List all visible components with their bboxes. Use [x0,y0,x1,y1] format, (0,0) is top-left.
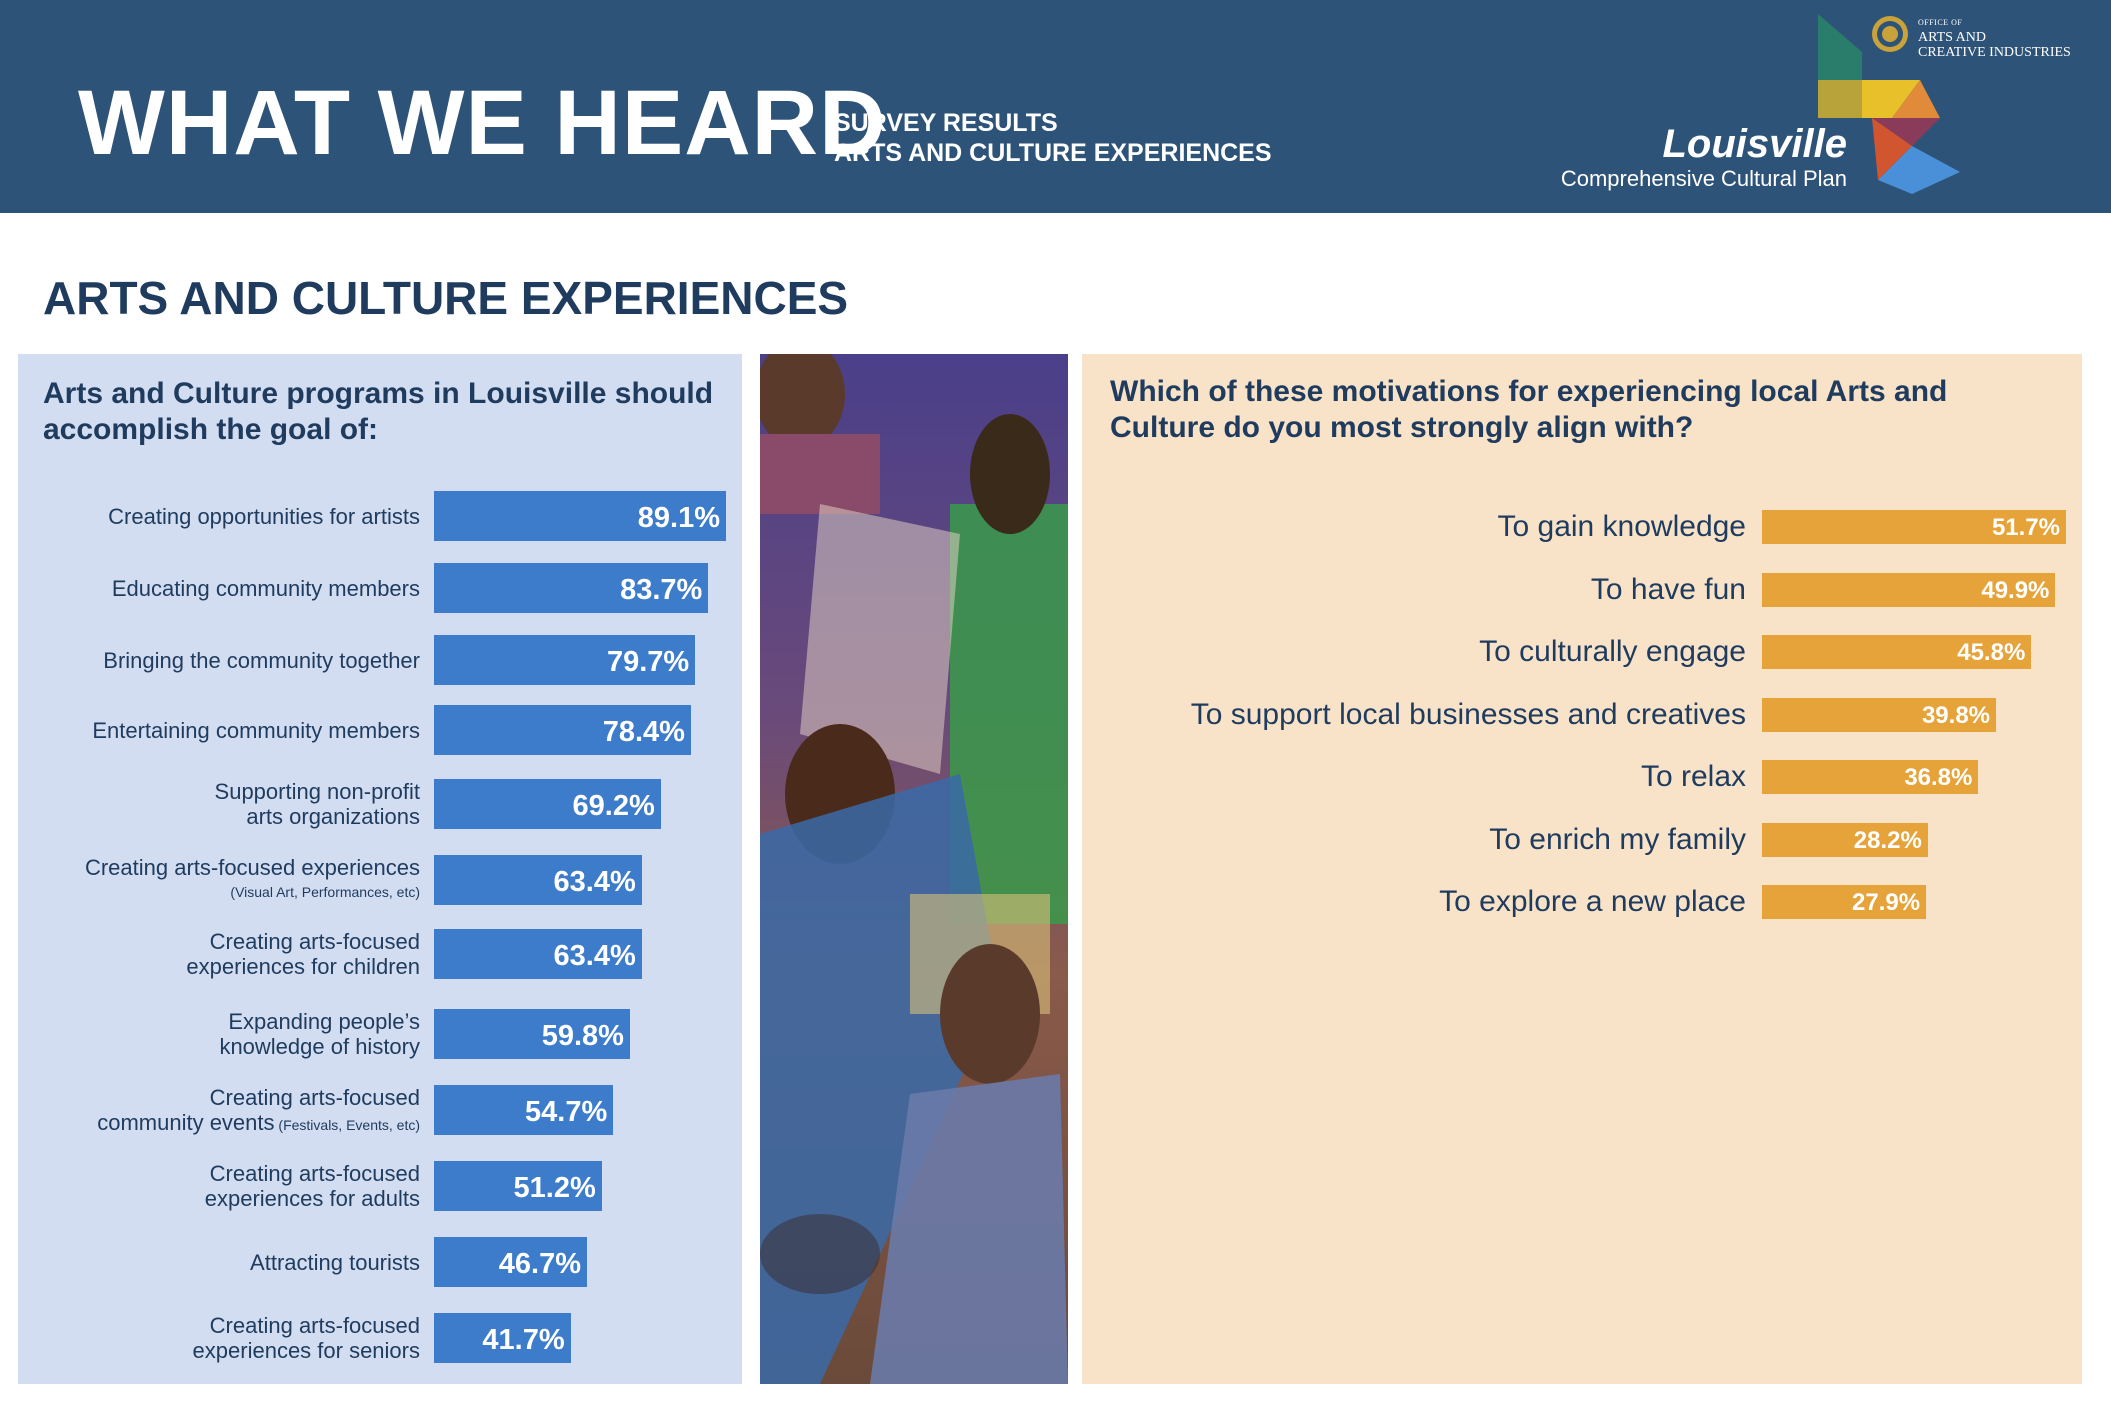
office-line-1: OFFICE OF [1918,18,1963,27]
subtitle-line-1: SURVEY RESULTS [834,109,1058,137]
goals-bar: 83.7% [434,563,709,613]
office-line-2: ARTS AND [1918,30,1987,45]
goals-row-label: Creating arts-focused experiences for sen… [192,1313,420,1363]
goals-bar-value: 51.2% [513,1172,596,1204]
office-name: OFFICE OF ARTS AND CREATIVE INDUSTRIES [1918,15,2071,60]
motivations-chart-title: Which of these motivations for experienc… [1110,375,1948,444]
goals-row-label: Creating arts-focused experiences (Visual… [84,855,420,900]
goals-bar-value: 78.4% [602,716,685,748]
motivations-row-label: To explore a new place [1439,885,1746,918]
office-line-3: CREATIVE INDUSTRIES [1918,45,2071,60]
goals-bar-value: 54.7% [525,1096,608,1128]
page-title: WHAT WE HEARD [78,72,887,174]
goals-bar: 89.1% [434,491,726,541]
goals-bar: 51.2% [434,1161,602,1211]
motivations-bar: 28.2% [1762,822,1928,857]
header-banner: WHAT WE HEARD SURVEY RESULTS ARTS AND CU… [0,0,2111,213]
goals-bar-value: 59.8% [541,1020,624,1052]
motivations-bar: 39.8% [1762,697,1997,732]
goals-bar-value: 63.4% [553,940,636,972]
goals-row-label: Attracting tourists [250,1249,420,1275]
goals-bar: 54.7% [434,1085,614,1135]
goals-row-label: Bringing the community together [103,647,420,673]
goals-bar: 59.8% [434,1009,630,1059]
goals-row-label: Creating arts-focused community events (F… [97,1085,420,1135]
motivations-bar-value: 45.8% [1957,639,2026,666]
goals-bar: 63.4% [434,855,642,905]
goals-row-label: Educating community members [111,575,420,601]
performers-illustration [760,354,1068,1384]
motivations-bar-value: 36.8% [1904,764,1973,791]
motivations-bar-value: 49.9% [1981,576,2050,604]
motivations-row-label: To enrich my family [1489,822,1746,856]
goals-row-label: Supporting non-profit arts organizations [214,779,420,829]
motivations-row-label: To relax [1640,760,1746,793]
goals-row-label: Expanding people’s knowledge of history [219,1009,420,1059]
brand-name: Louisville [1662,122,1848,166]
goals-bar-value: 69.2% [572,790,655,822]
goals-bar-value: 46.7% [498,1248,582,1280]
goals-bar: 63.4% [434,929,642,979]
motivations-bar-value: 28.2% [1853,826,1922,854]
motivations-bar-value: 27.9% [1851,889,1921,916]
motivations-bar: 27.9% [1762,885,1927,919]
subtitle-line-2: ARTS AND CULTURE EXPERIENCES [834,139,1272,167]
goals-row-label: Creating opportunities for artists [108,503,420,529]
cultural-plan-logo-icon [1818,14,1960,194]
motivations-row-label: To culturally engage [1479,635,1746,668]
motivations-bar-value: 51.7% [1991,514,2060,541]
goals-bar: 41.7% [434,1313,571,1363]
motivations-row-label: To support local businesses and creative… [1190,697,1746,731]
page-subtitle: SURVEY RESULTS ARTS AND CULTURE EXPERIEN… [834,108,1272,168]
performers-photo [760,354,1068,1384]
goals-row-label: Creating arts-focused experiences for chi… [186,929,420,979]
motivations-bar: 45.8% [1762,635,2032,669]
goals-chart-title: Arts and Culture programs in Louisville … [43,377,714,446]
goals-row-label: Entertaining community members [92,717,420,743]
brand-subtitle: Comprehensive Cultural Plan [1560,166,1847,191]
goals-bar-value: 83.7% [620,574,703,606]
goals-bar-value: 41.7% [482,1324,565,1356]
section-title: ARTS AND CULTURE EXPERIENCES [43,272,849,324]
goals-bar: 69.2% [434,779,661,829]
motivations-row-label: To gain knowledge [1497,510,1746,543]
goals-bar: 79.7% [434,635,696,685]
city-seal-icon [1872,16,1908,52]
motivations-bar: 49.9% [1762,572,2056,607]
motivations-chart-panel: Which of these motivations for experienc… [1082,354,2082,1384]
goals-bar: 46.7% [434,1237,588,1287]
goals-bar-value: 89.1% [637,502,720,534]
motivations-bar: 51.7% [1762,510,2066,544]
motivations-bar-value: 39.8% [1921,701,1991,729]
goals-chart-panel: Arts and Culture programs in Louisville … [18,354,742,1384]
goals-bar-value: 63.4% [553,866,636,898]
goals-bar: 78.4% [434,705,691,755]
goals-bar-value: 79.7% [606,646,690,678]
motivations-bar: 36.8% [1762,760,1979,794]
motivations-row-label: To have fun [1590,572,1746,606]
goals-row-label: Creating arts-focused experiences for adu… [204,1161,420,1211]
